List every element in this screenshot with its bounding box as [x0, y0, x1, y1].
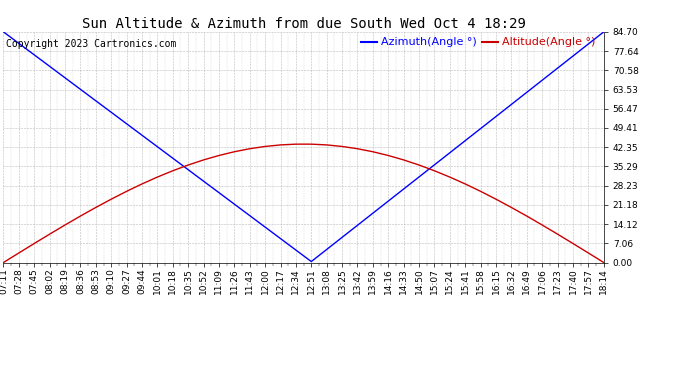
Text: Copyright 2023 Cartronics.com: Copyright 2023 Cartronics.com: [6, 39, 177, 49]
Legend: Azimuth(Angle °), Altitude(Angle °): Azimuth(Angle °), Altitude(Angle °): [360, 38, 595, 47]
Title: Sun Altitude & Azimuth from due South Wed Oct 4 18:29: Sun Altitude & Azimuth from due South We…: [81, 17, 526, 31]
